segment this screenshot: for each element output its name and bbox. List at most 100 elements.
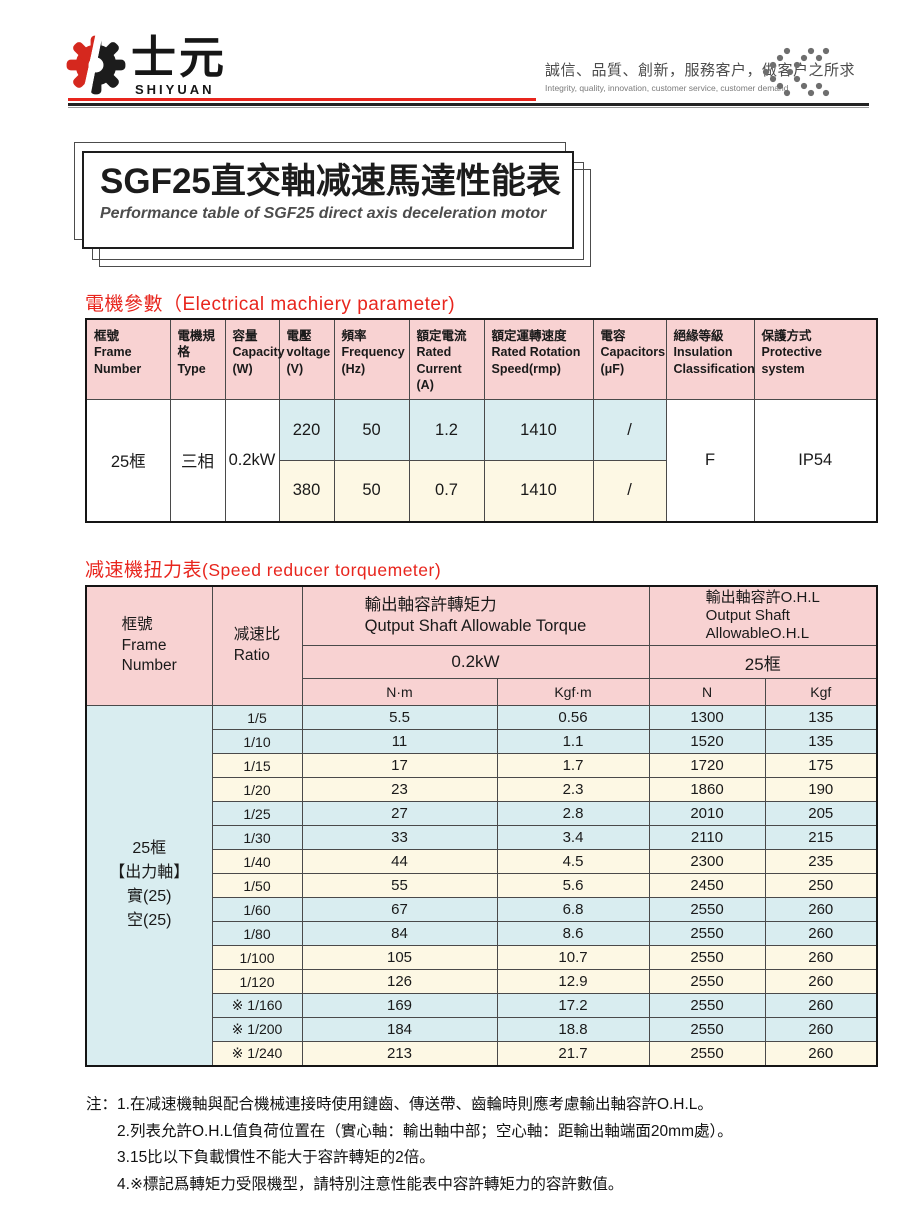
frame-number-cell: 25框 bbox=[85, 399, 171, 522]
torque-header-row-1: 框號 Frame Number 减速比 Ratio 輸出軸容許轉矩力 Qutpu… bbox=[85, 585, 878, 706]
nm-cell: 11 bbox=[301, 729, 498, 754]
ratio-cell: ※ 1/160 bbox=[211, 993, 303, 1018]
ratio-cell: 1/15 bbox=[211, 753, 303, 778]
table-row: 1/40 44 4.5 2300 235 bbox=[86, 849, 878, 874]
kgf-cell: 190 bbox=[764, 777, 878, 802]
slogan-translation: Integrity, quality, innovation, customer… bbox=[545, 83, 789, 93]
kgf-cell: 260 bbox=[764, 945, 878, 970]
insulation-cell: F bbox=[665, 399, 755, 522]
col-header-insulation: 絕緣等級 Insulation Classification bbox=[665, 318, 755, 400]
speed-cell: 1410 bbox=[483, 460, 594, 522]
kgf-cell: 260 bbox=[764, 969, 878, 994]
n-cell: 1860 bbox=[648, 777, 766, 802]
torque-header-row-2: 0.2kW 25框 bbox=[86, 645, 878, 679]
n-cell: 1300 bbox=[648, 705, 766, 730]
n-cell: 2450 bbox=[648, 873, 766, 898]
col-label-en: voltage (V) bbox=[286, 345, 331, 376]
slogan-text: 誠信、品質、創新，服務客户，做客户之所求 bbox=[545, 62, 856, 79]
notes-list: 1.在减速機軸與配合機械連接時使用鏈齒、傳送帶、齒輪時則應考慮輸出軸容許O.H.… bbox=[117, 1092, 733, 1199]
footnotes: 注： 1.在减速機軸與配合機械連接時使用鏈齒、傳送帶、齒輪時則應考慮輸出軸容許O… bbox=[86, 1092, 876, 1199]
col-label-en: Frequency (Hz) bbox=[341, 345, 405, 376]
note-item: 1.在减速機軸與配合機械連接時使用鏈齒、傳送帶、齒輪時則應考慮輸出軸容許O.H.… bbox=[117, 1096, 713, 1113]
n-cell: 2550 bbox=[648, 921, 766, 946]
title-box: SGF25直交軸减速馬達性能表 Performance table of SGF… bbox=[82, 151, 574, 249]
nm-cell: 5.5 bbox=[301, 705, 498, 730]
kgf-cell: 205 bbox=[764, 801, 878, 826]
brand-logo: 士元 SHIYUAN bbox=[66, 34, 227, 97]
frequency-cell: 50 bbox=[333, 460, 410, 522]
unit-kgf: Kgf bbox=[764, 678, 878, 706]
ratio-cell: 1/25 bbox=[211, 801, 303, 826]
header-rule-black bbox=[68, 103, 869, 106]
kgfm-cell: 21.7 bbox=[496, 1041, 650, 1066]
col-label-en: Protective system bbox=[761, 345, 822, 376]
col-header-capacitors: 電容 Capacitors (μF) bbox=[592, 318, 667, 400]
n-cell: 2550 bbox=[648, 945, 766, 970]
col-label-cn: 電容 bbox=[600, 329, 626, 343]
col-header-frame: 框號 Frame Number bbox=[85, 318, 171, 400]
kgf-cell: 260 bbox=[764, 1041, 878, 1066]
table-row: ※ 1/200 184 18.8 2550 260 bbox=[86, 1017, 878, 1042]
kgf-cell: 135 bbox=[764, 729, 878, 754]
unit-nm: N·m bbox=[301, 678, 498, 706]
speed-cell: 1410 bbox=[483, 399, 594, 461]
protection-cell: IP54 bbox=[753, 399, 878, 522]
col-label-en: Capacitors (μF) bbox=[600, 345, 666, 376]
nm-cell: 184 bbox=[301, 1017, 498, 1042]
subheader-power: 0.2kW bbox=[301, 645, 650, 679]
note-item: 2.列表允許O.H.L值負荷位置在（實心軸：輸出軸中部；空心軸：距輸出軸端面20… bbox=[117, 1122, 733, 1140]
col-group-torque: 輸出軸容許轉矩力 Qutput Shaft Allowable Torque bbox=[301, 585, 650, 646]
nm-cell: 126 bbox=[301, 969, 498, 994]
col-label-en: Type bbox=[177, 361, 206, 376]
unit-kgfm: Kgf·m bbox=[496, 678, 650, 706]
col-label-cn: 額定運轉速度 bbox=[491, 329, 567, 343]
nm-cell: 44 bbox=[301, 849, 498, 874]
ratio-header-label: 减速比 Ratio bbox=[233, 626, 281, 664]
kgfm-cell: 1.7 bbox=[496, 753, 650, 778]
col-header-capacity: 容量 Capacity (W) bbox=[224, 318, 285, 400]
company-slogan: 誠信、品質、創新，服務客户，做客户之所求 Integrity, quality,… bbox=[545, 59, 855, 93]
ratio-cell: 1/10 bbox=[211, 729, 303, 754]
kgfm-cell: 8.6 bbox=[496, 921, 650, 946]
voltage-cell: 380 bbox=[278, 460, 335, 522]
kgf-cell: 235 bbox=[764, 849, 878, 874]
brand-name-block: 士元 SHIYUAN bbox=[131, 34, 227, 98]
electrical-header-row: 框號 Frame Number 電機規格 Type 容量 Capacity (W) 電… bbox=[85, 318, 878, 400]
col-label-cn: 電機規格 bbox=[177, 329, 216, 360]
table-row: 1/50 55 5.6 2450 250 bbox=[86, 873, 878, 898]
current-cell: 0.7 bbox=[408, 460, 485, 522]
title-block: SGF25直交軸减速馬達性能表 Performance table of SGF… bbox=[74, 142, 591, 267]
header-rule-red bbox=[68, 98, 536, 101]
note-item: 4.※標記爲轉矩力受限機型，請特別注意性能表中容許轉矩力的容許數值。 bbox=[117, 1175, 624, 1193]
nm-cell: 33 bbox=[301, 825, 498, 850]
ratio-cell: 1/80 bbox=[211, 921, 303, 946]
n-cell: 2550 bbox=[648, 969, 766, 994]
col-header-ratio: 减速比 Ratio bbox=[211, 585, 303, 706]
table-row: 1/120 126 12.9 2550 260 bbox=[86, 969, 878, 994]
kgf-cell: 260 bbox=[764, 897, 878, 922]
ratio-cell: 1/50 bbox=[211, 873, 303, 898]
col-label-cn: 框號 bbox=[94, 329, 120, 343]
n-cell: 2300 bbox=[648, 849, 766, 874]
voltage-cell: 220 bbox=[278, 399, 335, 461]
capacity-cell: 0.2kW bbox=[224, 399, 280, 522]
col-label-en: Rated Current (A) bbox=[416, 345, 462, 392]
electrical-parameter-table: 框號 Frame Number 電機規格 Type 容量 Capacity (W) 電… bbox=[85, 318, 878, 523]
col-label-en: Insulation Classification bbox=[673, 345, 755, 376]
ohl-group-label: 輸出軸容許O.H.L Output Shaft AllowableO.H.L bbox=[705, 589, 820, 642]
n-cell: 1720 bbox=[648, 753, 766, 778]
chevron-dots-decoration-icon bbox=[762, 46, 842, 105]
n-cell: 2550 bbox=[648, 1017, 766, 1042]
frame-axis-cell: 25框 【出力軸】 實(25) 空(25) bbox=[85, 705, 213, 1066]
torque-section-heading: 减速機扭力表(Speed reducer torquemeter) bbox=[85, 555, 441, 582]
notes-label: 注： bbox=[86, 1096, 118, 1113]
col-label-cn: 額定電流 bbox=[416, 329, 467, 343]
kgf-cell: 135 bbox=[764, 705, 878, 730]
col-header-protection: 保護方式 Protective system bbox=[753, 318, 878, 400]
kgf-cell: 250 bbox=[764, 873, 878, 898]
table-row: 1/100 105 10.7 2550 260 bbox=[86, 945, 878, 970]
col-header-type: 電機規格 Type bbox=[169, 318, 226, 400]
torque-heading-en: (Speed reducer torquemeter) bbox=[202, 560, 442, 580]
nm-cell: 84 bbox=[301, 921, 498, 946]
nm-cell: 27 bbox=[301, 801, 498, 826]
